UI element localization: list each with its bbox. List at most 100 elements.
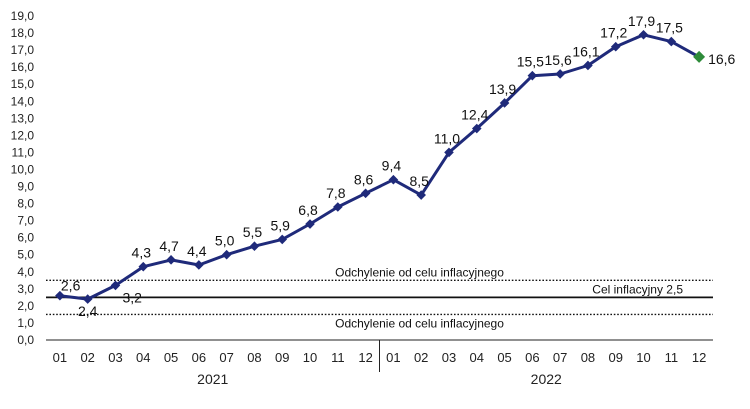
data-label: 3,2 — [122, 289, 142, 305]
data-label: 2,6 — [61, 278, 81, 294]
x-tick-label: 08 — [247, 350, 261, 365]
data-label: 11,0 — [434, 130, 460, 146]
data-label: 17,2 — [600, 25, 627, 41]
x-tick-label: 07 — [553, 350, 567, 365]
axes: 0,01,02,03,04,05,06,07,08,09,010,011,012… — [11, 9, 713, 387]
data-label: 8,6 — [354, 171, 374, 187]
y-tick-label: 18,0 — [11, 26, 35, 40]
x-tick-label: 05 — [164, 350, 178, 365]
data-label: 13,9 — [489, 81, 516, 97]
y-tick-label: 1,0 — [17, 316, 34, 330]
y-tick-label: 16,0 — [11, 60, 35, 74]
reference-line-label: Cel inflacyjny 2,5 — [592, 282, 683, 296]
x-tick-label: 01 — [386, 350, 400, 365]
data-point — [305, 219, 315, 229]
data-point — [499, 98, 510, 108]
data-label: 5,5 — [243, 224, 263, 240]
data-point — [82, 294, 93, 304]
data-label: 17,9 — [628, 13, 655, 29]
data-label: 5,0 — [215, 233, 235, 249]
data-label: 16,6 — [708, 51, 735, 67]
data-point-latest — [693, 50, 706, 63]
data-point — [471, 123, 482, 134]
reference-line-label: Odchylenie od celu inflacyjnego — [335, 265, 504, 279]
series-line — [59, 33, 700, 301]
x-tick-label: 11 — [665, 350, 679, 365]
data-point — [444, 147, 454, 158]
y-tick-label: 19,0 — [11, 9, 35, 23]
data-point — [666, 36, 677, 47]
x-tick-label: 12 — [358, 350, 372, 365]
data-label: 15,5 — [517, 54, 544, 70]
data-label: 16,1 — [572, 43, 599, 59]
y-tick-label: 7,0 — [17, 214, 34, 228]
y-tick-label: 3,0 — [17, 282, 34, 296]
y-tick-label: 10,0 — [11, 162, 35, 176]
x-tick-label: 09 — [275, 350, 289, 365]
x-tick-label: 06 — [192, 350, 206, 365]
data-label: 12,4 — [461, 107, 488, 123]
x-tick-label: 03 — [442, 350, 456, 365]
x-tick-label: 07 — [219, 350, 233, 365]
data-point — [166, 255, 176, 265]
x-tick-label: 02 — [414, 350, 428, 365]
data-point — [333, 202, 343, 212]
data-label: 4,7 — [159, 238, 179, 254]
x-tick-label: 02 — [80, 350, 94, 365]
data-point — [638, 29, 649, 40]
data-point — [277, 234, 288, 245]
data-point — [360, 188, 371, 199]
x-tick-label: 10 — [636, 350, 650, 365]
data-point — [555, 69, 565, 79]
data-markers — [55, 29, 706, 304]
y-tick-label: 0,0 — [17, 333, 34, 347]
data-point — [416, 190, 426, 200]
reference-line-label: Odchylenie od celu inflacyjnego — [335, 316, 504, 330]
y-tick-label: 12,0 — [11, 128, 35, 142]
x-tick-label: 10 — [303, 350, 317, 365]
data-point — [388, 174, 399, 185]
data-point — [194, 260, 204, 270]
y-tick-label: 8,0 — [17, 197, 34, 211]
data-point — [110, 280, 121, 291]
data-label: 17,5 — [656, 20, 683, 36]
reference-lines: Odchylenie od celu inflacyjnego Cel infla… — [46, 265, 713, 330]
data-label: 4,4 — [187, 243, 207, 259]
y-tick-label: 11,0 — [12, 145, 35, 159]
y-tick-label: 15,0 — [11, 77, 35, 91]
data-point — [55, 290, 65, 301]
data-point — [138, 261, 149, 272]
data-point — [583, 60, 593, 71]
data-point — [249, 241, 260, 252]
x-tick-label: 04 — [470, 350, 484, 365]
x-tick-label: 05 — [497, 350, 511, 365]
data-point — [527, 70, 538, 81]
y-tick-label: 5,0 — [17, 248, 34, 262]
data-point — [610, 41, 621, 52]
x-tick-label: 04 — [136, 350, 150, 365]
y-tick-label: 17,0 — [11, 43, 35, 57]
y-tick-label: 2,0 — [17, 299, 34, 313]
x-tick-label: 11 — [331, 350, 345, 365]
x-tick-label: 01 — [53, 350, 67, 365]
y-tick-label: 6,0 — [17, 231, 34, 245]
data-label: 9,4 — [382, 158, 402, 174]
year-label: 2022 — [531, 371, 562, 387]
data-labels: 2,6 2,4 3,2 4,3 4,7 4,4 5,0 5,5 5,9 6,8 7,8 8,6 9,4 8… — [61, 13, 736, 319]
data-label: 5,9 — [270, 217, 290, 233]
x-tick-label: 08 — [581, 350, 595, 365]
series-path — [59, 33, 700, 301]
y-tick-label: 13,0 — [11, 111, 35, 125]
data-label: 4,3 — [132, 245, 152, 261]
y-tick-label: 14,0 — [11, 94, 35, 108]
x-tick-label: 09 — [608, 350, 622, 365]
data-label: 7,8 — [326, 185, 346, 201]
y-tick-label: 9,0 — [17, 180, 34, 194]
data-label: 6,8 — [298, 202, 318, 218]
data-label: 8,5 — [409, 173, 429, 189]
data-label: 2,4 — [78, 303, 98, 319]
data-point — [221, 249, 232, 260]
year-label: 2021 — [197, 371, 228, 387]
x-tick-label: 03 — [108, 350, 122, 365]
